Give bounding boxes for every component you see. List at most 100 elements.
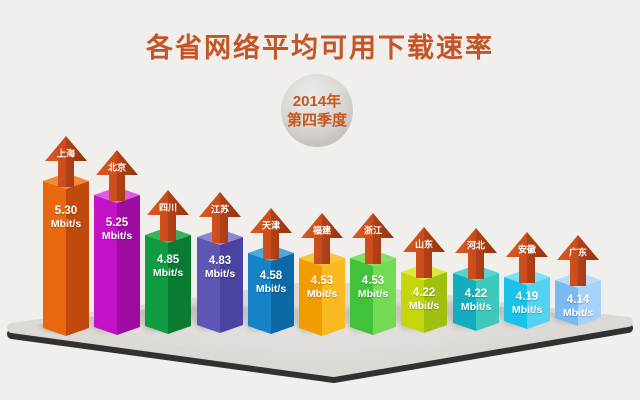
arrow-province-label: 广东	[569, 247, 587, 258]
arrow-province-label: 天津	[262, 220, 280, 231]
arrow-province-label: 河北	[467, 240, 485, 251]
arrow-province-label: 福建	[312, 225, 332, 236]
bar-天津: 4.58 Mbit/s 天津	[248, 207, 294, 334]
bar-value: 4.22	[412, 287, 436, 300]
bar-value-label: 4.19 Mbit/s	[504, 290, 550, 317]
bar-unit: Mbit/s	[562, 306, 594, 319]
bar-安徽: 4.19 Mbit/s 安徽	[504, 231, 550, 329]
bar-江苏: 4.83 Mbit/s 江苏	[197, 191, 243, 333]
bar-value-label: 5.25 Mbit/s	[94, 216, 140, 243]
bar-unit: Mbit/s	[152, 266, 184, 279]
bar-face-right	[578, 280, 601, 326]
arrow-shape	[147, 190, 189, 241]
bar-face-left	[299, 258, 322, 336]
bar-unit: Mbit/s	[50, 217, 82, 230]
bar-face-left	[401, 272, 424, 333]
bar-face-right	[424, 272, 447, 333]
up-arrow-icon: 福建	[301, 213, 343, 264]
arrow-shade	[527, 232, 548, 283]
bar-value: 5.30	[54, 204, 78, 217]
bar-广东: 4.14 Mbit/s 广东	[555, 234, 601, 326]
arrow-province-label: 浙江	[364, 225, 382, 236]
chart-title: 各省网络平均可用下载速率	[146, 33, 494, 63]
bar-上海: 5.30 Mbit/s 上海	[43, 135, 89, 336]
arrow-shape	[506, 232, 548, 283]
bar-face-left	[197, 237, 220, 333]
bar-河北: 4.22 Mbit/s 河北	[453, 227, 499, 331]
bar-face-right	[117, 195, 140, 335]
bar-face-right	[220, 237, 243, 333]
bar-unit: Mbit/s	[255, 283, 287, 295]
up-arrow-icon: 北京	[96, 150, 138, 201]
bar-face-left	[350, 258, 373, 335]
up-arrow-icon: 上海	[45, 136, 87, 187]
bar-浙江: 4.53 Mbit/s 浙江	[350, 212, 396, 335]
bar-column	[248, 245, 294, 334]
arrow-province-label: 上海	[57, 148, 75, 159]
bar-北京: 5.25 Mbit/s 北京	[94, 149, 140, 335]
bar-value: 4.53	[310, 274, 334, 287]
bar-value-label: 4.53 Mbit/s	[299, 274, 345, 301]
arrow-shade	[117, 150, 138, 201]
arrow-shape	[455, 228, 497, 279]
bar-column	[145, 227, 191, 334]
up-arrow-icon: 四川	[147, 190, 189, 241]
bar-unit: Mbit/s	[204, 268, 236, 281]
bar-face-left	[504, 277, 527, 329]
bar-value: 4.58	[259, 270, 283, 282]
up-arrow-icon: 浙江	[352, 213, 394, 264]
arrow-shape	[45, 136, 87, 187]
arrow-shape	[352, 213, 394, 264]
arrow-province-label: 四川	[159, 203, 177, 213]
period-year: 2014年	[292, 92, 342, 110]
arrow-shade	[66, 136, 87, 187]
bar-face-right	[322, 258, 345, 336]
bar-value: 4.14	[566, 293, 590, 306]
bar-value-label: 5.30 Mbit/s	[43, 204, 89, 231]
bar-face-left	[248, 253, 271, 334]
bar-福建: 4.53 Mbit/s 福建	[299, 212, 345, 336]
bar-value-label: 4.22 Mbit/s	[453, 287, 499, 314]
arrow-province-label: 安徽	[518, 244, 537, 255]
arrow-shade	[322, 213, 343, 264]
bar-face-left	[43, 181, 66, 336]
up-arrow-icon: 广东	[557, 235, 599, 286]
bar-face-right	[66, 181, 89, 336]
period-badge: 2014年 第四季度	[281, 74, 353, 147]
bar-unit: Mbit/s	[408, 300, 440, 313]
bar-face-left	[555, 280, 578, 326]
bar-unit: Mbit/s	[306, 287, 338, 300]
bar-face-right	[373, 258, 396, 335]
arrow-shape	[96, 150, 138, 201]
arrow-shade	[168, 190, 189, 241]
bar-value: 4.85	[156, 253, 180, 266]
bar-value: 5.25	[105, 217, 129, 230]
bar-value-label: 4.85 Mbit/s	[145, 253, 191, 280]
bar-value: 4.83	[208, 255, 232, 268]
arrow-shade	[220, 192, 241, 243]
bar-山东: 4.22 Mbit/s 山东	[401, 226, 447, 333]
up-arrow-icon: 安徽	[506, 232, 548, 283]
bar-value-label: 4.22 Mbit/s	[401, 286, 447, 313]
bar-face-left	[94, 195, 117, 335]
up-arrow-icon: 河北	[455, 228, 497, 279]
arrow-province-label: 山东	[415, 239, 433, 250]
bar-unit: Mbit/s	[101, 230, 133, 243]
period-quarter: 第四季度	[286, 111, 347, 129]
bar-face-right	[476, 273, 499, 331]
arrow-shape	[250, 208, 292, 259]
bar-column	[299, 250, 345, 336]
bar-unit: Mbit/s	[357, 287, 389, 300]
arrow-shape	[557, 235, 599, 286]
bar-column	[197, 229, 243, 333]
bar-face-left	[453, 273, 476, 331]
bar-value: 4.19	[515, 291, 539, 304]
arrow-province-label: 江苏	[211, 204, 229, 215]
arrow-shade	[373, 213, 394, 264]
arrow-shade	[424, 227, 445, 278]
bar-value: 4.22	[464, 287, 488, 300]
bar-value-label: 4.53 Mbit/s	[350, 274, 396, 301]
arrow-shape	[199, 192, 241, 243]
